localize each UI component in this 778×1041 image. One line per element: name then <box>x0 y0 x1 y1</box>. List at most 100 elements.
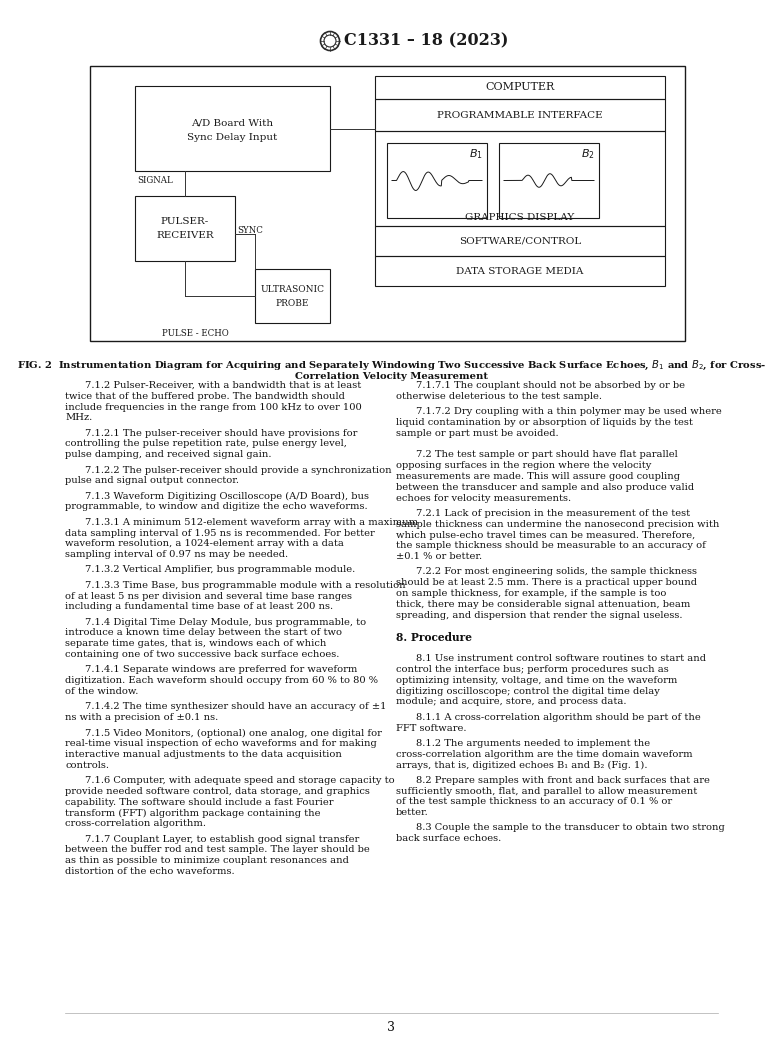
Text: opposing surfaces in the region where the velocity: opposing surfaces in the region where th… <box>396 461 651 471</box>
Text: optimizing intensity, voltage, and time on the waveform: optimizing intensity, voltage, and time … <box>396 676 678 685</box>
Text: 7.1.2.1 The pulser-receiver should have provisions for: 7.1.2.1 The pulser-receiver should have … <box>85 429 357 437</box>
Text: 7.1.5 Video Monitors, (optional) one analog, one digital for: 7.1.5 Video Monitors, (optional) one ana… <box>85 729 382 737</box>
Bar <box>90 66 685 341</box>
Text: should be at least 2.5 mm. There is a practical upper bound: should be at least 2.5 mm. There is a pr… <box>396 579 697 587</box>
Text: SYNC: SYNC <box>237 226 263 235</box>
Bar <box>375 256 665 286</box>
Text: module; and acquire, store, and process data.: module; and acquire, store, and process … <box>396 697 626 707</box>
Text: cross-correlation algorithm.: cross-correlation algorithm. <box>65 819 206 829</box>
Text: on sample thickness, for example, if the sample is too: on sample thickness, for example, if the… <box>396 589 667 599</box>
Text: 7.1.4.2 The time synthesizer should have an accuracy of ±1: 7.1.4.2 The time synthesizer should have… <box>85 703 387 711</box>
Text: 8.3 Couple the sample to the transducer to obtain two strong: 8.3 Couple the sample to the transducer … <box>416 823 725 833</box>
Text: ULTRASONIC: ULTRASONIC <box>261 284 324 294</box>
Text: 7.1.7.1 The couplant should not be absorbed by or be: 7.1.7.1 The couplant should not be absor… <box>416 381 685 390</box>
Text: capability. The software should include a fast Fourier: capability. The software should include … <box>65 797 334 807</box>
Text: control the interface bus; perform procedures such as: control the interface bus; perform proce… <box>396 665 669 674</box>
Text: liquid contamination by or absorption of liquids by the test: liquid contamination by or absorption of… <box>396 417 693 427</box>
Bar <box>375 131 665 226</box>
Text: real-time visual inspection of echo waveforms and for making: real-time visual inspection of echo wave… <box>65 739 377 748</box>
Text: ±0.1 % or better.: ±0.1 % or better. <box>396 552 482 561</box>
Text: 7.1.3.1 A minimum 512-element waveform array with a maximum: 7.1.3.1 A minimum 512-element waveform a… <box>85 517 418 527</box>
Text: the sample thickness should be measurable to an accuracy of: the sample thickness should be measurabl… <box>396 541 706 551</box>
Text: GRAPHICS DISPLAY: GRAPHICS DISPLAY <box>465 213 575 222</box>
Bar <box>375 99 665 131</box>
Text: separate time gates, that is, windows each of which: separate time gates, that is, windows ea… <box>65 639 327 649</box>
Bar <box>255 269 330 323</box>
Text: 7.1.3 Waveform Digitizing Oscilloscope (A/D Board), bus: 7.1.3 Waveform Digitizing Oscilloscope (… <box>85 491 369 501</box>
Text: DATA STORAGE MEDIA: DATA STORAGE MEDIA <box>457 266 584 276</box>
Text: waveform resolution, a 1024-element array with a data: waveform resolution, a 1024-element arra… <box>65 539 344 549</box>
Text: MHz.: MHz. <box>65 413 93 423</box>
Text: of the test sample thickness to an accuracy of 0.1 % or: of the test sample thickness to an accur… <box>396 797 672 807</box>
Text: FIG. 2  Instrumentation Diagram for Acquiring and Separately Windowing Two Succe: FIG. 2 Instrumentation Diagram for Acqui… <box>17 359 766 372</box>
Text: measurements are made. This will assure good coupling: measurements are made. This will assure … <box>396 472 680 481</box>
Text: RECEIVER: RECEIVER <box>156 231 214 240</box>
Bar <box>387 143 487 218</box>
Text: back surface echoes.: back surface echoes. <box>396 834 501 843</box>
Text: C1331 – 18 (2023): C1331 – 18 (2023) <box>344 32 508 50</box>
Text: thick, there may be considerable signal attenuation, beam: thick, there may be considerable signal … <box>396 600 690 609</box>
Text: sample or part must be avoided.: sample or part must be avoided. <box>396 429 559 437</box>
Text: Correlation Velocity Measurement: Correlation Velocity Measurement <box>295 372 488 381</box>
Text: 3: 3 <box>387 1021 395 1034</box>
Bar <box>135 196 235 261</box>
Text: 7.1.4 Digital Time Delay Module, bus programmable, to: 7.1.4 Digital Time Delay Module, bus pro… <box>85 617 366 627</box>
Text: between the transducer and sample and also produce valid: between the transducer and sample and al… <box>396 483 694 492</box>
Text: which pulse-echo travel times can be measured. Therefore,: which pulse-echo travel times can be mea… <box>396 531 696 539</box>
Text: SOFTWARE/CONTROL: SOFTWARE/CONTROL <box>459 236 581 246</box>
Text: digitizing oscilloscope; control the digital time delay: digitizing oscilloscope; control the dig… <box>396 687 660 695</box>
Text: 7.1.2 Pulser-Receiver, with a bandwidth that is at least: 7.1.2 Pulser-Receiver, with a bandwidth … <box>85 381 361 390</box>
Text: spreading, and dispersion that render the signal useless.: spreading, and dispersion that render th… <box>396 611 682 619</box>
Text: introduce a known time delay between the start of two: introduce a known time delay between the… <box>65 629 342 637</box>
Text: sufficiently smooth, flat, and parallel to allow measurement: sufficiently smooth, flat, and parallel … <box>396 787 697 795</box>
Text: interactive manual adjustments to the data acquisition: interactive manual adjustments to the da… <box>65 750 342 759</box>
Text: provide needed software control, data storage, and graphics: provide needed software control, data st… <box>65 787 370 796</box>
Text: 8.1.1 A cross-correlation algorithm should be part of the: 8.1.1 A cross-correlation algorithm shou… <box>416 713 701 721</box>
Text: $B_2$: $B_2$ <box>581 147 594 160</box>
Text: 7.1.3.2 Vertical Amplifier, bus programmable module.: 7.1.3.2 Vertical Amplifier, bus programm… <box>85 565 356 575</box>
Text: 7.1.7.2 Dry coupling with a thin polymer may be used where: 7.1.7.2 Dry coupling with a thin polymer… <box>416 407 722 416</box>
Text: 7.2.1 Lack of precision in the measurement of the test: 7.2.1 Lack of precision in the measureme… <box>416 509 690 518</box>
Text: otherwise deleterious to the test sample.: otherwise deleterious to the test sample… <box>396 391 602 401</box>
Text: PULSE - ECHO: PULSE - ECHO <box>162 329 229 338</box>
Text: digitization. Each waveform should occupy from 60 % to 80 %: digitization. Each waveform should occup… <box>65 677 378 685</box>
Text: including a fundamental time base of at least 200 ns.: including a fundamental time base of at … <box>65 603 333 611</box>
Text: pulse and signal output connector.: pulse and signal output connector. <box>65 477 239 485</box>
Text: 8.1 Use instrument control software routines to start and: 8.1 Use instrument control software rout… <box>416 654 706 663</box>
Text: pulse damping, and received signal gain.: pulse damping, and received signal gain. <box>65 451 272 459</box>
Text: 7.2 The test sample or part should have flat parallel: 7.2 The test sample or part should have … <box>416 451 678 459</box>
Text: controls.: controls. <box>65 761 109 769</box>
Text: COMPUTER: COMPUTER <box>485 82 555 93</box>
Text: as thin as possible to minimize couplant resonances and: as thin as possible to minimize couplant… <box>65 856 349 865</box>
Text: $B_1$: $B_1$ <box>469 147 483 160</box>
Text: 8.1.2 The arguments needed to implement the: 8.1.2 The arguments needed to implement … <box>416 739 650 747</box>
Text: cross-correlation algorithm are the time domain waveform: cross-correlation algorithm are the time… <box>396 750 692 759</box>
Text: PULSER-: PULSER- <box>161 217 209 226</box>
Bar <box>375 76 665 99</box>
Text: sampling interval of 0.97 ns may be needed.: sampling interval of 0.97 ns may be need… <box>65 551 288 559</box>
Text: 7.1.7 Couplant Layer, to establish good signal transfer: 7.1.7 Couplant Layer, to establish good … <box>85 835 359 843</box>
Text: 7.1.2.2 The pulser-receiver should provide a synchronization: 7.1.2.2 The pulser-receiver should provi… <box>85 465 391 475</box>
Text: transform (FFT) algorithm package containing the: transform (FFT) algorithm package contai… <box>65 809 321 817</box>
Text: 7.2.2 For most engineering solids, the sample thickness: 7.2.2 For most engineering solids, the s… <box>416 567 697 577</box>
Text: SIGNAL: SIGNAL <box>137 176 173 185</box>
Text: better.: better. <box>396 808 429 817</box>
Text: A/D Board With: A/D Board With <box>191 118 274 127</box>
Text: PROGRAMMABLE INTERFACE: PROGRAMMABLE INTERFACE <box>437 110 603 120</box>
Bar <box>135 86 330 171</box>
Text: 7.1.4.1 Separate windows are preferred for waveform: 7.1.4.1 Separate windows are preferred f… <box>85 665 357 675</box>
Text: between the buffer rod and test sample. The layer should be: between the buffer rod and test sample. … <box>65 845 370 855</box>
Text: FFT software.: FFT software. <box>396 723 467 733</box>
Text: arrays, that is, digitized echoes B₁ and B₂ (Fig. 1).: arrays, that is, digitized echoes B₁ and… <box>396 760 647 769</box>
Text: distortion of the echo waveforms.: distortion of the echo waveforms. <box>65 867 235 875</box>
Bar <box>499 143 599 218</box>
Text: ns with a precision of ±0.1 ns.: ns with a precision of ±0.1 ns. <box>65 713 219 722</box>
Text: 7.1.6 Computer, with adequate speed and storage capacity to: 7.1.6 Computer, with adequate speed and … <box>85 777 394 785</box>
Text: of the window.: of the window. <box>65 687 138 696</box>
Text: include frequencies in the range from 100 kHz to over 100: include frequencies in the range from 10… <box>65 403 362 411</box>
Text: Sync Delay Input: Sync Delay Input <box>187 133 278 142</box>
Text: PROBE: PROBE <box>275 299 309 307</box>
Bar <box>375 226 665 256</box>
Text: sample thickness can undermine the nanosecond precision with: sample thickness can undermine the nanos… <box>396 519 720 529</box>
Text: data sampling interval of 1.95 ns is recommended. For better: data sampling interval of 1.95 ns is rec… <box>65 529 375 537</box>
